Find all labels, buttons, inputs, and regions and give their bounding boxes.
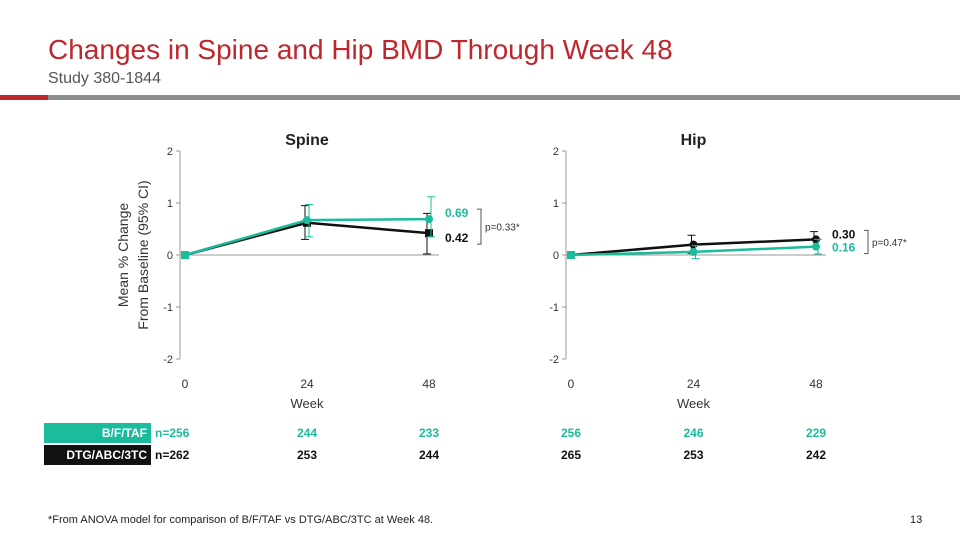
spine-p-value: p=0.33*: [485, 223, 520, 234]
hip-n-at-risk-bftaf: 256: [561, 426, 581, 440]
spine-bftaf-point: [181, 251, 189, 259]
legend-dtg-box: [44, 445, 151, 465]
legend-bftaf-label: B/F/TAF: [102, 426, 147, 440]
spine-n-at-risk-dtg: 253: [297, 448, 317, 462]
page-number: 13: [910, 514, 923, 526]
spine-bftaf-point: [303, 216, 311, 225]
spine-y-tick-label: 2: [167, 146, 173, 158]
page-subtitle: Study 380-1844: [48, 70, 161, 87]
hip-n-at-risk-bftaf: 229: [806, 426, 826, 440]
title-divider: [48, 95, 960, 100]
spine-chart-title: Spine: [285, 132, 329, 149]
spine-n-at-risk-dtg: n=262: [155, 448, 190, 462]
spine-n-at-risk-bftaf: n=256: [155, 426, 190, 440]
spine-bftaf-point: [425, 215, 433, 224]
spine-n-at-risk-dtg: 244: [419, 448, 439, 462]
hip-p-bracket: [864, 229, 869, 255]
spine-x-tick-label: 0: [182, 377, 189, 391]
spine-y-tick-label: -1: [163, 302, 173, 314]
hip-x-axis-label: Week: [677, 396, 710, 411]
hip-y-tick-label: -2: [549, 354, 559, 366]
hip-bftaf-point: [567, 251, 575, 259]
hip-y-tick-label: -1: [549, 302, 559, 314]
hip-x-tick-label: 48: [809, 377, 823, 391]
spine-dtg-line: [184, 221, 430, 257]
hip-y-tick-label: 2: [553, 146, 559, 158]
spine-dtg-point: [425, 229, 433, 238]
hip-n-at-risk-bftaf: 246: [683, 426, 703, 440]
hip-y-tick-label: 1: [553, 198, 559, 210]
spine-y-tick-label: 1: [167, 198, 173, 210]
y-axis-label-line-1: Mean % Change: [115, 203, 131, 308]
hip-dtg-end-label: 0.30: [832, 227, 856, 241]
spine-x-axis-label: Week: [291, 396, 324, 411]
hip-bftaf-end-label: 0.16: [832, 241, 856, 255]
spine-y-tick-label: -2: [163, 354, 173, 366]
spine-bftaf-end-label: 0.69: [445, 206, 469, 220]
hip-x-tick-label: 24: [687, 377, 701, 391]
spine-n-at-risk-bftaf: 244: [297, 426, 317, 440]
legend-dtg-label: DTG/ABC/3TC: [66, 448, 147, 462]
hip-chart-title: Hip: [681, 132, 707, 149]
hip-y-tick-label: 0: [553, 250, 559, 262]
spine-p-bracket: [477, 208, 482, 245]
hip-bftaf-point: [812, 242, 820, 251]
footnote: *From ANOVA model for comparison of B/F/…: [48, 514, 434, 526]
hip-p-value: p=0.47*: [872, 238, 907, 249]
hip-bftaf-point: [689, 247, 698, 256]
spine-dtg-end-label: 0.42: [445, 231, 469, 245]
hip-n-at-risk-dtg: 242: [806, 448, 826, 462]
spine-x-tick-label: 48: [422, 377, 436, 391]
hip-dtg-point: [689, 240, 698, 249]
spine-x-tick-label: 24: [300, 377, 314, 391]
page-title: Changes in Spine and Hip BMD Through Wee…: [48, 34, 673, 65]
legend-bftaf-box: [44, 423, 151, 443]
title-accent-bar: [0, 95, 48, 100]
hip-n-at-risk-dtg: 265: [561, 448, 581, 462]
spine-n-at-risk-bftaf: 233: [419, 426, 439, 440]
spine-y-tick-label: 0: [167, 250, 173, 262]
y-axis-label-line-2: From Baseline (95% CI): [135, 180, 151, 329]
hip-n-at-risk-dtg: 253: [683, 448, 703, 462]
hip-x-tick-label: 0: [568, 377, 575, 391]
